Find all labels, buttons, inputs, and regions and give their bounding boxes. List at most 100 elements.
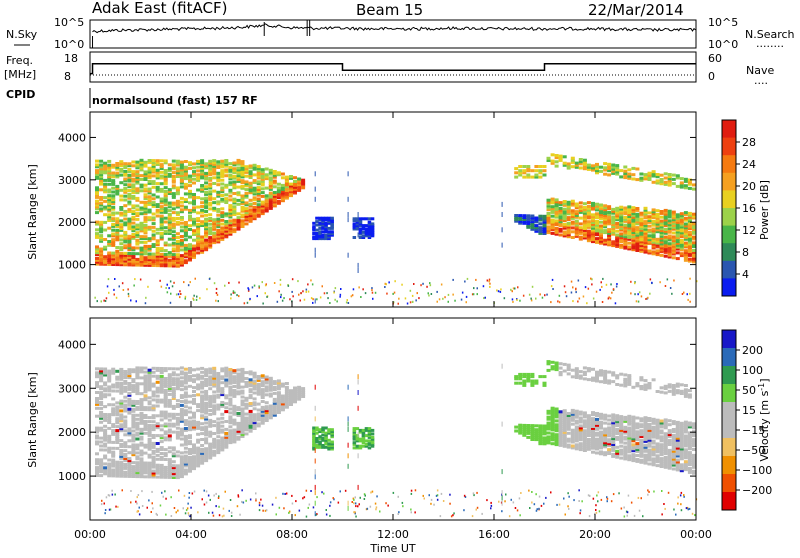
data-cell <box>119 195 123 198</box>
cpid-label: CPID <box>6 88 35 101</box>
data-cell <box>115 217 119 220</box>
data-cell <box>261 195 265 198</box>
data-cell <box>152 243 156 246</box>
data-cell <box>160 171 164 174</box>
data-cell <box>318 217 322 220</box>
data-cell <box>224 428 228 431</box>
data-cell <box>156 434 160 437</box>
data-cell <box>232 369 236 372</box>
scatter-cell <box>238 282 240 284</box>
data-cell <box>330 441 334 444</box>
scatter-cell <box>564 285 566 287</box>
data-cell <box>123 386 127 389</box>
data-cell <box>371 436 375 439</box>
scatter-cell <box>452 279 454 281</box>
data-cell <box>220 375 224 378</box>
data-cell <box>168 188 172 191</box>
scatter-cell <box>108 278 110 280</box>
data-cell <box>144 188 148 191</box>
data-cell <box>212 201 216 204</box>
streak-cell <box>348 217 349 222</box>
data-cell <box>688 212 692 215</box>
data-cell <box>273 386 277 389</box>
data-cell <box>152 194 156 197</box>
data-cell <box>356 427 360 430</box>
data-cell <box>148 462 152 465</box>
data-cell <box>228 368 232 371</box>
data-cell <box>652 170 656 173</box>
velocity-heatmap <box>95 360 697 517</box>
data-cell <box>257 180 261 183</box>
data-cell <box>156 387 160 390</box>
data-cell <box>228 425 232 428</box>
data-cell <box>526 214 530 217</box>
data-cell <box>168 373 172 376</box>
data-cell <box>611 413 615 416</box>
data-cell <box>99 445 103 448</box>
scatter-cell <box>431 293 433 295</box>
data-cell <box>672 178 676 181</box>
data-cell <box>224 367 228 370</box>
scatter-cell <box>371 289 373 291</box>
data-cell <box>611 164 615 167</box>
data-cell <box>152 450 156 453</box>
scatter-cell <box>392 293 394 295</box>
data-cell <box>530 424 534 427</box>
scatter-cell <box>193 299 195 301</box>
data-cell <box>131 252 135 255</box>
data-cell <box>184 391 188 394</box>
data-cell <box>571 236 575 239</box>
data-cell <box>514 176 518 179</box>
data-cell <box>232 192 236 195</box>
data-cell <box>111 238 115 241</box>
program-label: normalsound (fast) 157 RF <box>92 94 258 107</box>
data-cell <box>232 429 236 432</box>
data-cell <box>148 406 152 409</box>
data-cell <box>164 190 168 193</box>
data-cell <box>111 217 115 220</box>
data-cell <box>595 432 599 435</box>
data-cell <box>660 210 664 213</box>
data-cell <box>603 166 607 169</box>
data-cell <box>107 227 111 230</box>
data-cell <box>123 400 127 403</box>
data-cell <box>192 182 196 185</box>
data-cell <box>285 176 289 179</box>
data-cell <box>619 457 623 460</box>
scatter-cell <box>394 292 396 294</box>
scatter-cell <box>265 292 267 294</box>
data-cell <box>95 169 99 172</box>
data-cell <box>619 232 623 235</box>
data-cell <box>115 250 119 253</box>
data-cell <box>644 207 648 210</box>
scatter-cell <box>535 298 537 300</box>
data-cell <box>180 208 184 211</box>
data-cell <box>543 382 547 385</box>
power-ylabel: Slant Range [km] <box>26 164 39 260</box>
scatter-cell <box>401 284 403 286</box>
data-cell <box>551 153 555 156</box>
data-cell <box>232 219 236 222</box>
data-cell <box>95 466 99 469</box>
data-cell <box>196 166 200 169</box>
data-cell <box>353 441 357 444</box>
data-cell <box>123 453 127 456</box>
data-cell <box>315 427 319 430</box>
data-cell <box>245 180 249 183</box>
data-cell <box>285 386 289 389</box>
data-cell <box>232 385 236 388</box>
data-cell <box>559 201 563 204</box>
data-cell <box>611 240 615 243</box>
scatter-cell <box>504 297 506 299</box>
data-cell <box>95 397 99 400</box>
data-cell <box>192 368 196 371</box>
data-cell <box>188 161 192 164</box>
data-cell <box>680 181 684 184</box>
data-cell <box>180 366 184 369</box>
data-cell <box>103 229 107 232</box>
data-cell <box>241 185 245 188</box>
data-cell <box>241 219 245 222</box>
data-cell <box>131 225 135 228</box>
data-cell <box>204 416 208 419</box>
scatter-cell <box>283 297 285 299</box>
